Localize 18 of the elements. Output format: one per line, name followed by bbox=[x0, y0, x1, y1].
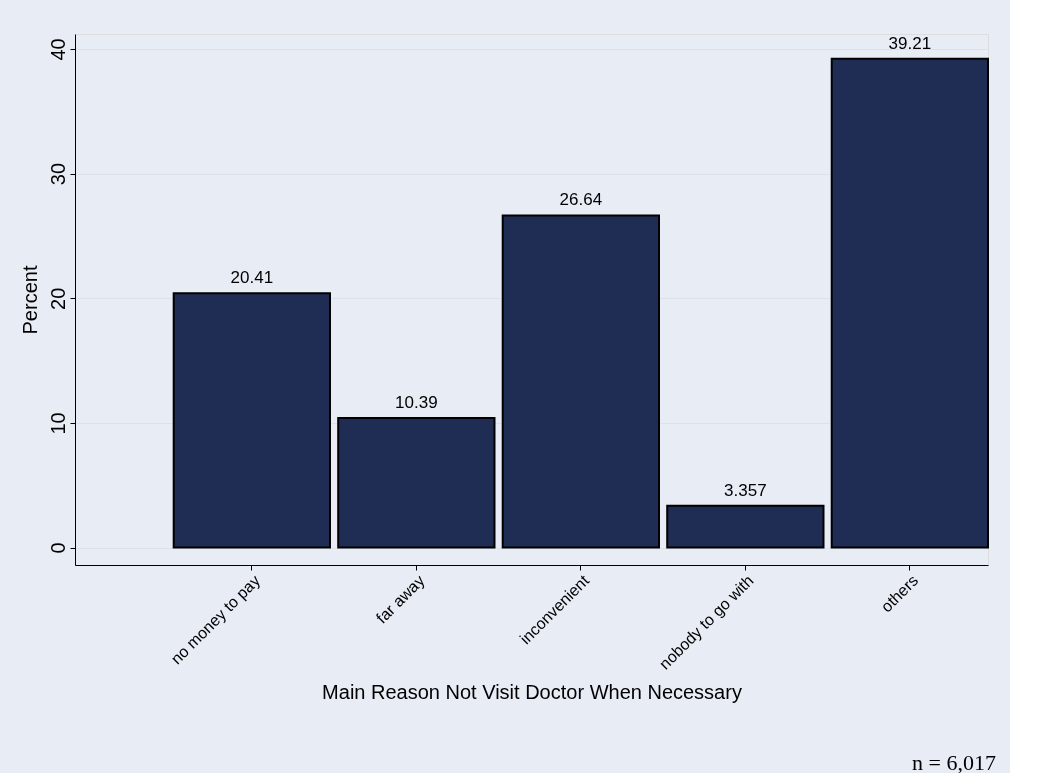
data-label: 26.64 bbox=[559, 190, 603, 210]
bar bbox=[337, 417, 496, 549]
bar bbox=[172, 292, 331, 549]
data-label: 3.357 bbox=[724, 480, 767, 500]
data-label: 20.41 bbox=[230, 268, 274, 288]
text: n = 6,017 bbox=[912, 750, 996, 773]
y-tick-label: 20 bbox=[46, 287, 69, 310]
y-tick-label: 40 bbox=[46, 38, 69, 61]
bar bbox=[666, 504, 825, 549]
bar bbox=[830, 57, 989, 549]
y-tick-label: 30 bbox=[46, 162, 69, 186]
y-tick-label: 10 bbox=[46, 412, 69, 435]
data-label: 39.21 bbox=[888, 33, 932, 53]
bar bbox=[501, 214, 660, 549]
data-label: 10.39 bbox=[395, 393, 438, 413]
y-axis-title: Percent bbox=[18, 265, 41, 335]
y-tick-label: 0 bbox=[46, 542, 69, 554]
x-axis-title: Main Reason Not Visit Doctor When Necessary bbox=[322, 680, 742, 703]
